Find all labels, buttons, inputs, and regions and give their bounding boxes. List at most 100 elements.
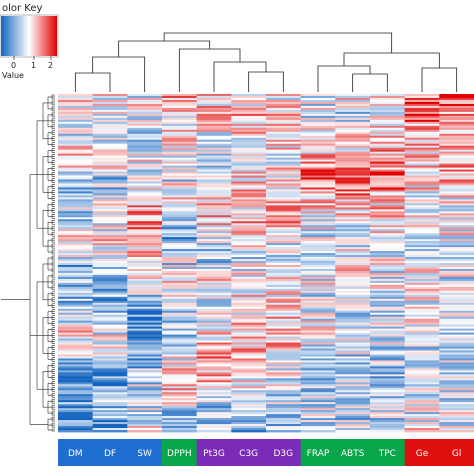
heatmap-cell xyxy=(439,410,474,413)
heatmap-cell xyxy=(196,99,232,103)
heatmap-cell xyxy=(231,364,267,367)
heatmap-cell xyxy=(231,320,267,324)
heatmap-cell xyxy=(231,344,267,347)
heatmap-cell xyxy=(127,368,163,371)
heatmap-cell xyxy=(300,332,336,335)
heatmap-cell xyxy=(127,320,163,324)
heatmap-cell xyxy=(231,394,267,397)
heatmap-cell xyxy=(162,195,198,198)
heatmap-cell xyxy=(58,129,94,133)
heatmap-cell xyxy=(231,370,267,373)
heatmap-cell xyxy=(266,171,302,174)
heatmap-cell xyxy=(162,141,198,145)
heatmap-cell xyxy=(92,163,128,166)
heatmap-cell xyxy=(127,213,163,216)
heatmap-cell xyxy=(58,155,94,159)
heatmap-cell xyxy=(162,392,198,395)
heatmap-cell xyxy=(162,418,198,421)
heatmap-cell xyxy=(266,183,302,186)
heatmap-cell xyxy=(58,384,94,387)
heatmap-cell xyxy=(162,243,198,246)
column-group-swatch xyxy=(266,439,302,466)
heatmap-cell xyxy=(92,274,128,278)
heatmap-cell xyxy=(162,280,198,284)
heatmap-cell xyxy=(404,366,440,369)
heatmap-cell xyxy=(92,173,128,176)
heatmap-cell xyxy=(300,354,336,357)
heatmap-cell xyxy=(404,153,440,157)
heatmap-cell xyxy=(162,229,198,232)
heatmap-cell xyxy=(58,195,94,198)
heatmap-cell xyxy=(266,105,302,109)
heatmap-cell xyxy=(92,221,128,224)
heatmap-cell xyxy=(58,257,94,260)
heatmap-cell xyxy=(370,300,406,304)
heatmap-cell xyxy=(127,191,163,194)
heatmap-cell xyxy=(300,298,336,302)
heatmap-cell xyxy=(127,264,163,268)
heatmap-cell xyxy=(92,147,128,151)
heatmap-cell xyxy=(231,163,267,166)
heatmap-cell xyxy=(439,348,474,351)
heatmap-cell xyxy=(300,276,336,280)
heatmap-cell xyxy=(162,133,198,137)
heatmap-cell xyxy=(231,161,267,164)
heatmap-cell xyxy=(92,280,128,284)
heatmap-cell xyxy=(266,346,302,349)
heatmap-cell xyxy=(196,384,232,387)
heatmap-cell xyxy=(231,324,267,328)
heatmap-cell xyxy=(231,133,267,137)
heatmap-cell xyxy=(404,119,440,123)
heatmap-cell xyxy=(162,352,198,355)
heatmap-cell xyxy=(196,139,232,143)
heatmap-cell xyxy=(196,416,232,419)
heatmap-cell xyxy=(196,249,232,252)
heatmap-cell xyxy=(300,310,336,314)
heatmap-cell xyxy=(196,171,232,174)
heatmap-cell xyxy=(335,103,371,107)
heatmap-cell xyxy=(404,314,440,318)
heatmap-cell xyxy=(127,259,163,262)
heatmap-cell xyxy=(439,107,474,111)
heatmap-cell xyxy=(231,207,267,210)
heatmap-cell xyxy=(266,264,302,268)
heatmap-cell xyxy=(58,282,94,286)
heatmap-cell xyxy=(300,113,336,117)
heatmap-cell xyxy=(58,107,94,111)
heatmap-cell xyxy=(300,115,336,119)
heatmap-cell xyxy=(335,113,371,117)
heatmap-cell xyxy=(231,159,267,162)
heatmap-cell xyxy=(196,268,232,272)
heatmap-cell xyxy=(439,215,474,218)
heatmap-cell xyxy=(162,237,198,240)
heatmap-cell xyxy=(404,360,440,363)
heatmap-cell xyxy=(404,320,440,324)
heatmap-cell xyxy=(127,231,163,234)
heatmap-cell xyxy=(335,109,371,113)
heatmap-cell xyxy=(335,310,371,314)
heatmap-cell xyxy=(231,167,267,170)
heatmap-cell xyxy=(127,177,163,180)
heatmap-cell xyxy=(439,189,474,192)
heatmap-cell xyxy=(439,286,474,290)
heatmap-cell xyxy=(335,247,371,250)
heatmap-cell xyxy=(439,382,474,385)
heatmap-cell xyxy=(58,149,94,153)
heatmap-cell xyxy=(162,117,198,121)
heatmap-cell xyxy=(300,374,336,377)
heatmap-cell xyxy=(300,169,336,172)
heatmap-cell xyxy=(196,406,232,409)
heatmap-cell xyxy=(58,314,94,318)
heatmap-cell xyxy=(58,322,94,326)
heatmap-cell xyxy=(162,344,198,347)
heatmap-cell xyxy=(300,402,336,405)
heatmap-cell xyxy=(162,406,198,409)
heatmap-cell xyxy=(300,292,336,296)
heatmap-cell xyxy=(231,185,267,188)
heatmap-cell xyxy=(300,274,336,278)
heatmap-cell xyxy=(266,223,302,226)
heatmap-cell xyxy=(92,151,128,155)
heatmap-cell xyxy=(439,155,474,159)
heatmap-cell xyxy=(266,424,302,427)
heatmap-cell xyxy=(266,191,302,194)
